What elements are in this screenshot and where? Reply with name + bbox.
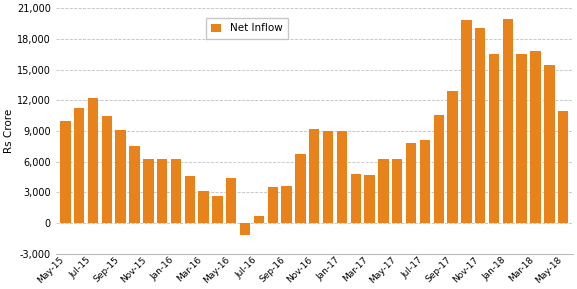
Bar <box>268 187 278 223</box>
Bar <box>365 175 374 223</box>
Bar <box>558 112 568 223</box>
Bar <box>88 98 98 223</box>
Bar <box>433 114 444 223</box>
Y-axis label: Rs Crore: Rs Crore <box>4 109 14 153</box>
Bar <box>74 108 84 223</box>
Bar <box>378 160 388 223</box>
Bar <box>143 160 153 223</box>
Bar <box>240 223 250 235</box>
Bar <box>309 129 320 223</box>
Bar <box>392 160 402 223</box>
Bar <box>406 143 416 223</box>
Bar <box>447 91 458 223</box>
Bar <box>489 54 499 223</box>
Bar <box>530 51 541 223</box>
Bar <box>282 186 292 223</box>
Bar <box>337 131 347 223</box>
Bar <box>226 178 237 223</box>
Legend: Net Inflow: Net Inflow <box>205 18 287 39</box>
Bar <box>212 196 223 223</box>
Bar <box>461 21 471 223</box>
Bar <box>129 146 140 223</box>
Bar <box>503 19 513 223</box>
Bar <box>475 27 485 223</box>
Bar <box>102 116 112 223</box>
Bar <box>295 154 306 223</box>
Bar <box>254 216 264 223</box>
Bar <box>115 130 126 223</box>
Bar <box>323 131 334 223</box>
Bar <box>198 191 209 223</box>
Bar <box>60 121 70 223</box>
Bar <box>185 176 195 223</box>
Bar <box>171 160 181 223</box>
Bar <box>157 160 167 223</box>
Bar <box>419 140 430 223</box>
Bar <box>351 174 361 223</box>
Bar <box>516 54 527 223</box>
Bar <box>544 65 554 223</box>
